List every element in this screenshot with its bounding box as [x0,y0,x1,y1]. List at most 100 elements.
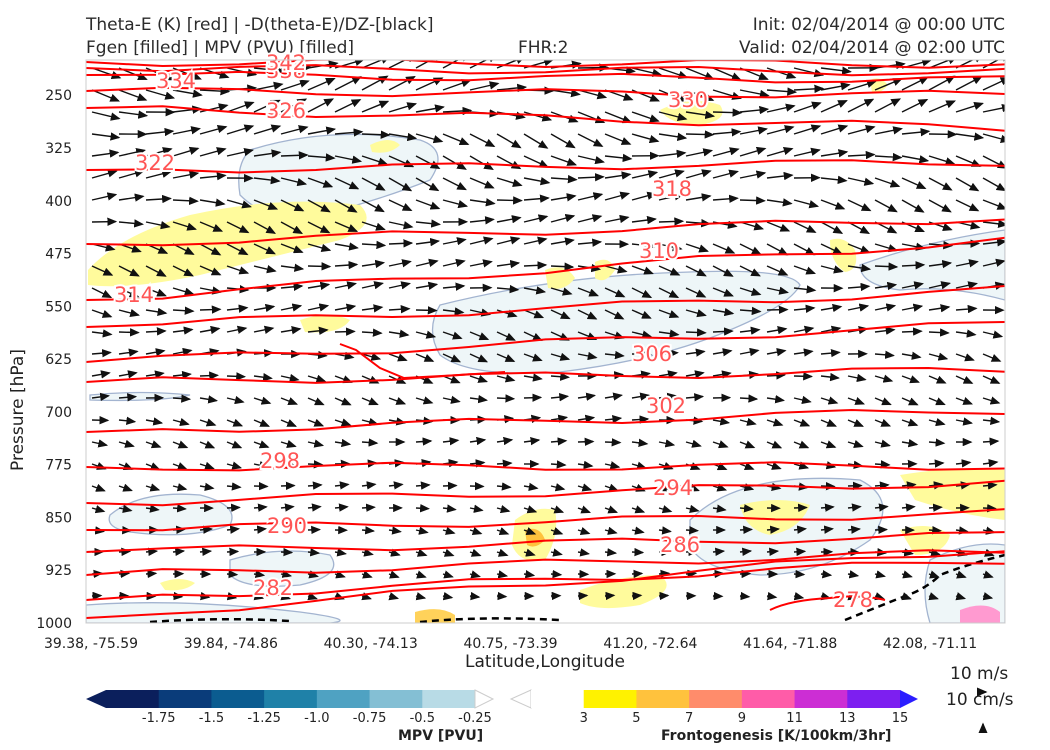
wind-vector [820,303,843,313]
wind-vector [388,221,414,230]
wind-vector [415,592,427,601]
wind-vector [928,100,956,113]
wind-vector [226,547,240,557]
wind-vector [658,169,685,179]
wind-vector [577,392,596,401]
wind-vector [658,329,680,338]
wind-vector [604,483,619,492]
wind-vector [739,287,762,296]
wind-vector [469,591,481,601]
wind-vector [361,548,374,557]
wind-vector [172,196,199,205]
fgen-colorbar: 3 5 7 9 11 13 15 [509,689,918,726]
wind-vector [820,124,849,135]
wind-vector [307,397,325,406]
plot-frame [85,59,1006,624]
wind-vector [280,570,293,579]
wind-vector [496,60,526,69]
wind-vector [253,503,268,512]
wind-vector [604,461,621,470]
y-tick-label: 625 [45,352,72,368]
wind-vector [523,155,550,168]
colorbar-segment [264,690,318,708]
wind-vector [631,215,657,225]
wind-vector [766,221,791,232]
x-tick-label: 40.30, -74.13 [324,636,418,652]
wind-vector [145,307,168,317]
theta-e-contour [86,70,1005,84]
wind-vector [415,237,440,247]
wind-vector [361,592,372,601]
wind-vector [172,170,200,179]
wind-vector [199,243,222,256]
wind-vector [469,236,494,245]
theta-e-contours [86,60,1005,619]
wind-vector [199,198,226,207]
wind-vector [847,177,875,186]
wind-vector [415,570,427,579]
wind-vector [469,353,489,363]
wind-vector [928,438,946,447]
wind-vector [847,125,876,135]
x-tick-label: 39.38, -75.59 [44,636,138,652]
theta-e-contour [86,321,1005,363]
wind-vector [388,396,407,405]
wind-vector [307,439,325,448]
wind-vector [874,592,885,601]
wind-vector [874,481,890,490]
colorbar-tick-label: 15 [892,711,909,726]
wind-vector [955,281,978,290]
wind-vector [91,505,106,514]
wind-vector [307,326,329,335]
init-time: Init: 02/04/2014 @ 00:00 UTC [752,15,1005,35]
mpv-colorbar: -1.75 -1.5 -1.25 -1.0 -0.75 -0.5 -0.25 [86,689,495,726]
wind-vector [118,370,138,379]
wind-vector [928,570,940,579]
wind-vector [766,371,786,380]
wind-vector [577,111,606,124]
wind-vector [442,353,462,363]
wind-vector [496,331,516,341]
theta-e-contour [86,64,1005,77]
wind-vector [766,525,780,534]
wind-vector [253,303,276,313]
colorbar-segment [847,690,901,708]
wind-vector [280,221,304,234]
wind-vector [739,547,753,556]
wind-vector [631,265,654,275]
wind-vector [928,281,951,290]
wind-vector [874,570,886,579]
wind-vector [334,199,358,213]
wind-vector [469,331,490,341]
wind-vector [280,460,297,469]
wind-vector [388,239,414,248]
wind-vector [415,437,433,446]
wind-vector [172,394,192,403]
wind-vector [145,547,159,556]
wind-vector [496,548,509,557]
wind-vector [199,525,213,534]
theta-e-contour [86,561,1005,601]
wind-vector [955,397,974,405]
wind-vector [793,525,807,534]
wind-vector [307,460,324,469]
wind-vector [280,525,294,534]
wind-vector [145,194,172,204]
wind-vector [145,440,162,449]
colorbar-tick-label: -0.25 [458,711,492,726]
wind-vector [955,592,967,601]
x-tick-label: 41.64, -71.88 [743,636,837,652]
wind-vector [469,133,496,148]
wind-vector [334,260,359,270]
wind-vector [631,505,646,514]
wind-vector [550,352,571,361]
wind-vector [91,89,120,102]
wind-vector [145,483,161,492]
wind-vector [253,99,281,113]
wind-vector [415,396,434,405]
wind-vector [847,439,864,449]
wind-vector [577,238,603,247]
wind-vector [496,504,511,514]
wind-vector [415,155,441,169]
wind-vector [793,569,806,579]
